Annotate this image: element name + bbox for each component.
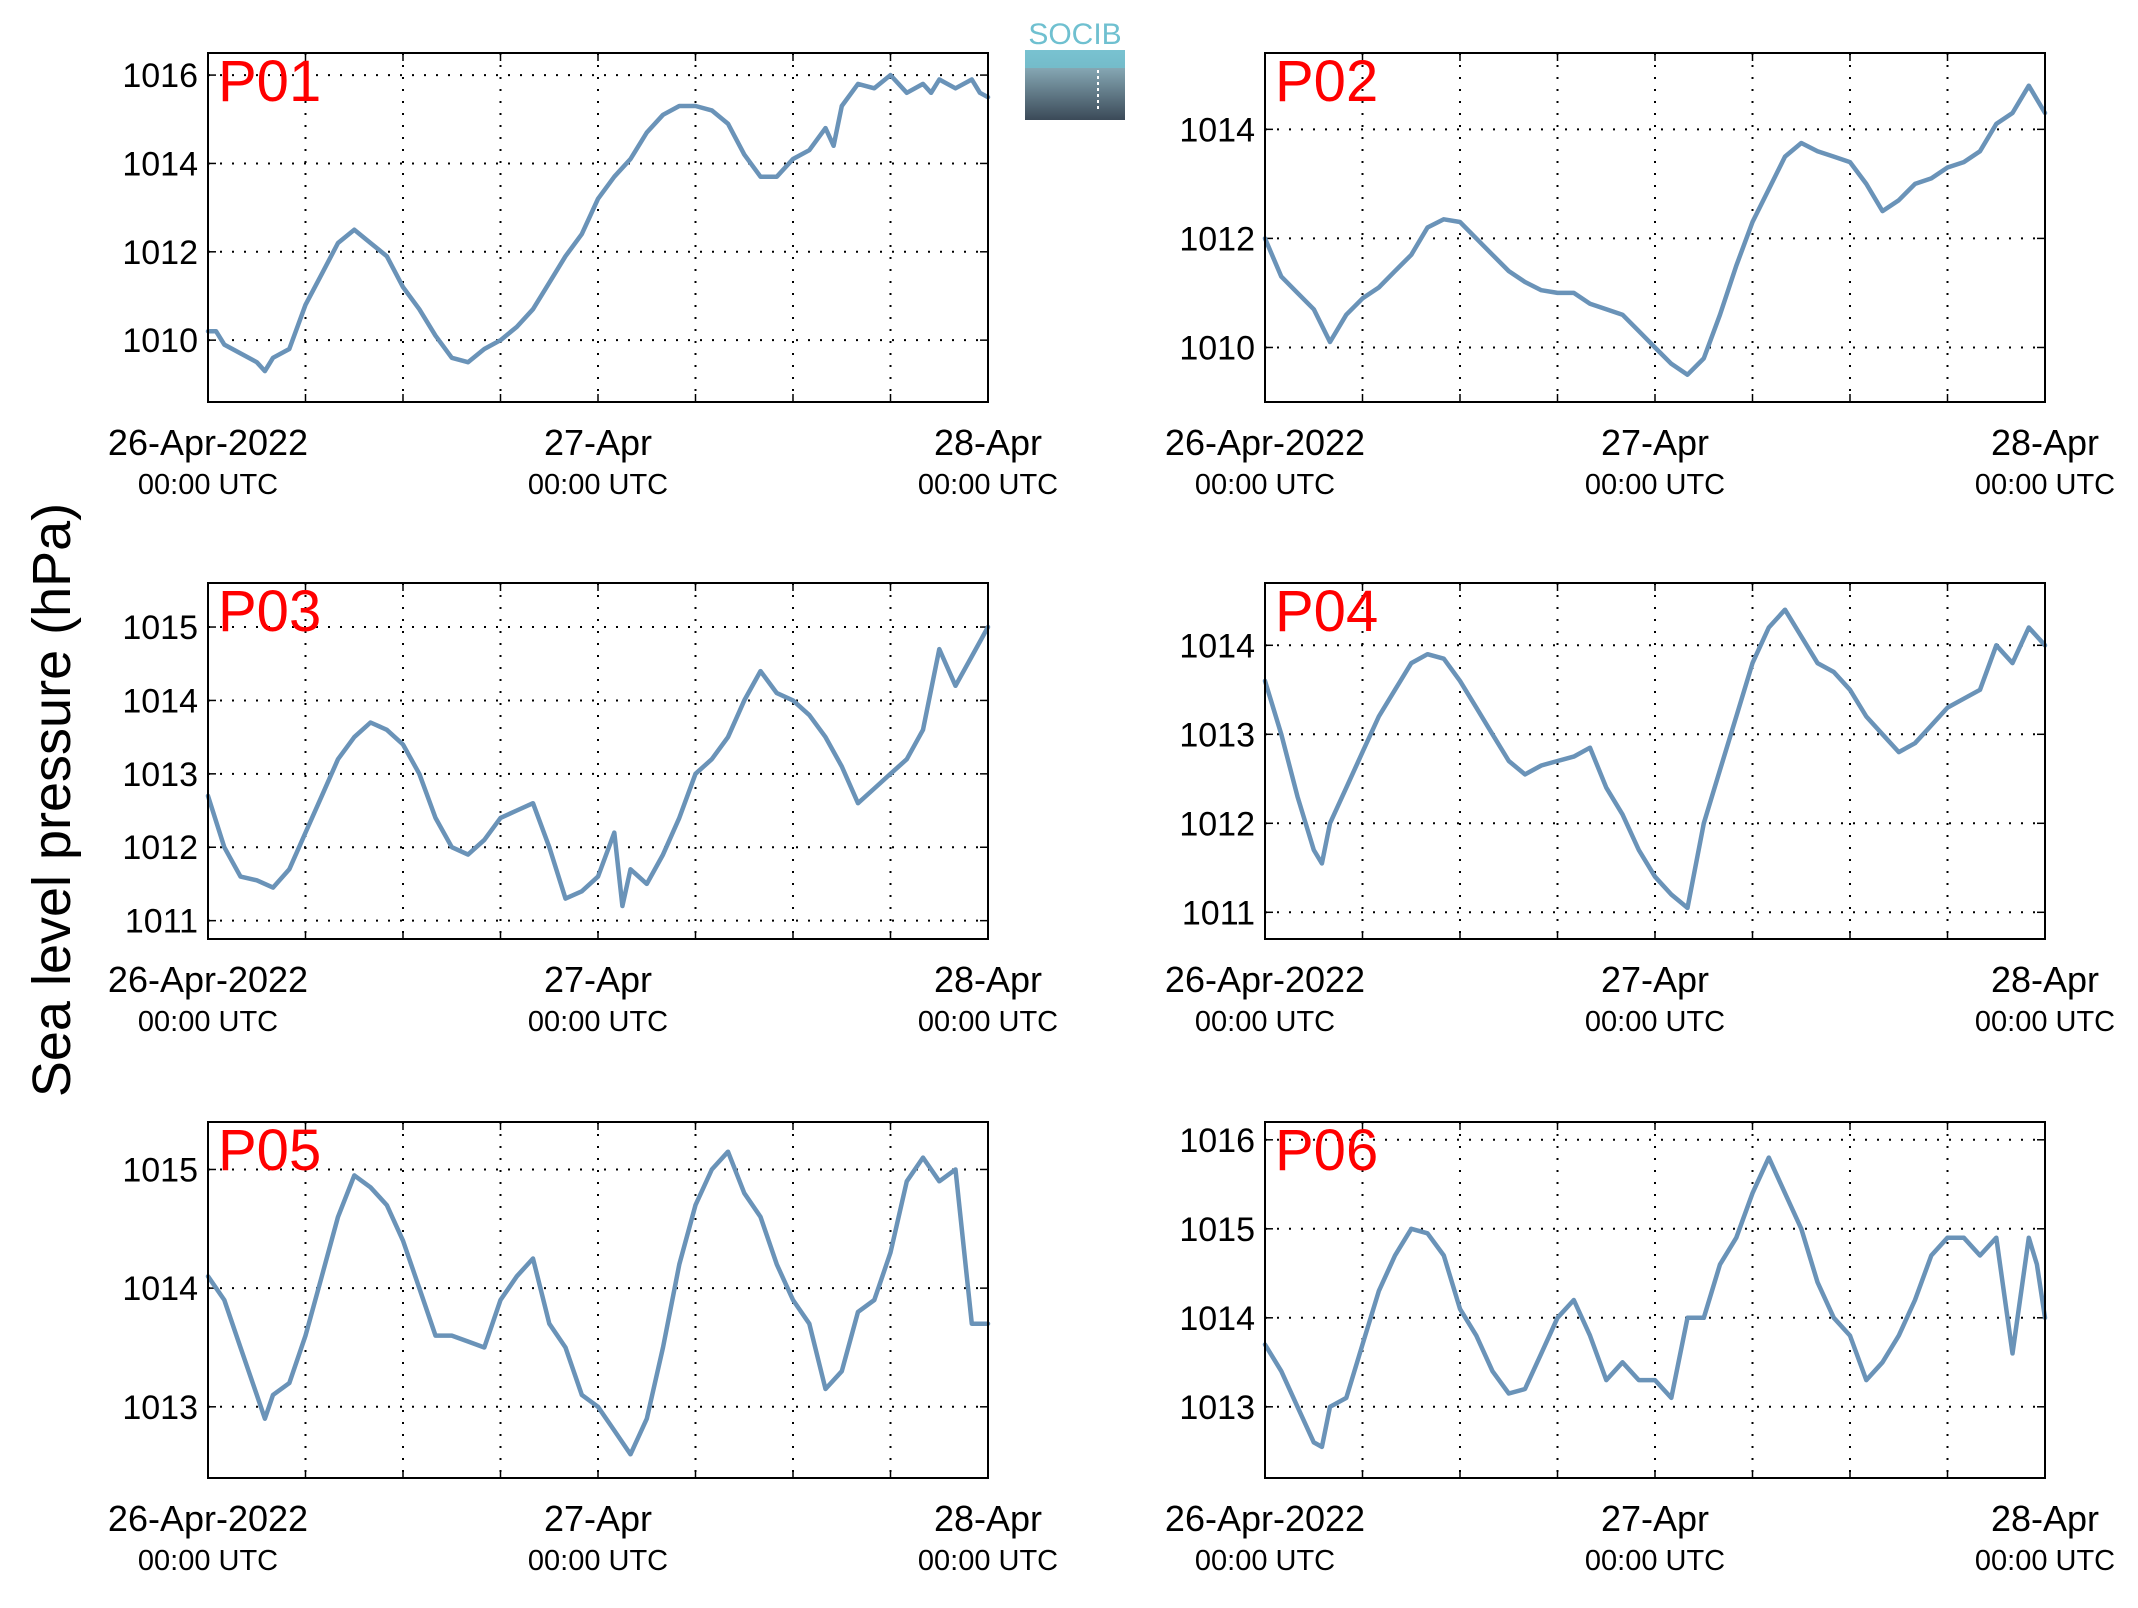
x-tick-label-time: 00:00 UTC [138, 1006, 278, 1038]
y-tick-label: 1015 [122, 609, 198, 647]
x-tick-label-date: 28-Apr [934, 1498, 1042, 1539]
x-tick-label-time: 00:00 UTC [528, 469, 668, 501]
axes-frame [1264, 52, 2046, 403]
x-tick-label-date: 28-Apr [1991, 422, 2099, 463]
axes-frame [207, 1121, 989, 1479]
axes-frame [207, 52, 989, 403]
panel-p06: 1013 1014 1015 1016 P06 26-Apr-2022 00:00 UTC 2… [1165, 1118, 2115, 1577]
y-tick-label: 1012 [1179, 805, 1255, 843]
x-tick-label-date: 26-Apr-2022 [1165, 1498, 1365, 1539]
x-tick-label-date: 26-Apr-2022 [1165, 959, 1365, 1000]
x-tick-label-date: 27-Apr [1601, 422, 1709, 463]
panel-label: P05 [218, 1118, 321, 1183]
panel-label: P04 [1275, 579, 1378, 644]
y-tick-label: 1014 [1179, 627, 1255, 665]
panel-p05: 1013 1014 1015 P05 26-Apr-2022 00:00 UTC 27-Ap… [108, 1118, 1058, 1577]
pressure-series-line [205, 624, 991, 909]
y-tick-label: 1016 [1179, 1122, 1255, 1160]
x-tick-label-time: 00:00 UTC [1195, 1006, 1335, 1038]
panel-label: P03 [218, 579, 321, 644]
x-tick-label-time: 00:00 UTC [1195, 1545, 1335, 1577]
x-tick-label-date: 26-Apr-2022 [108, 422, 308, 463]
x-tick-label-time: 00:00 UTC [1585, 1006, 1725, 1038]
axes-frame [1264, 1121, 2046, 1479]
y-tick-label: 1013 [1179, 716, 1255, 754]
x-tick-label-time: 00:00 UTC [918, 1545, 1058, 1577]
panel-p01: 1010 1012 1014 1016 P01 26-Apr-2022 00:00 UTC 2… [108, 49, 1058, 501]
x-tick-label-date: 27-Apr [544, 422, 652, 463]
y-tick-label: 1010 [122, 322, 198, 360]
y-tick-label: 1011 [1182, 894, 1255, 932]
y-tick-label: 1011 [125, 903, 198, 941]
y-tick-label: 1013 [1179, 1389, 1255, 1427]
x-tick-label-time: 00:00 UTC [1585, 1545, 1725, 1577]
x-tick-label-time: 00:00 UTC [1195, 469, 1335, 501]
panel-p03: 1011 1012 1013 1014 1015 P03 26-Apr-2022 00:00 … [108, 579, 1058, 1038]
x-tick-label-time: 00:00 UTC [1975, 1545, 2115, 1577]
y-tick-label: 1014 [122, 1270, 198, 1308]
panel-p02: 1010 1012 1014 P02 26-Apr-2022 00:00 UTC 27-Ap… [1165, 49, 2115, 501]
pressure-series-line [205, 1149, 991, 1457]
y-tick-label: 1015 [1179, 1211, 1255, 1249]
logo-text: SOCIB [1028, 18, 1121, 51]
socib-logo: SOCIB [1025, 18, 1125, 120]
x-tick-label-date: 26-Apr-2022 [108, 959, 308, 1000]
pressure-series-line [205, 72, 991, 374]
x-tick-label-date: 26-Apr-2022 [1165, 422, 1365, 463]
x-tick-label-time: 00:00 UTC [918, 469, 1058, 501]
y-tick-label: 1015 [122, 1151, 198, 1189]
y-tick-label: 1013 [122, 756, 198, 794]
x-tick-label-time: 00:00 UTC [528, 1006, 668, 1038]
x-tick-label-date: 28-Apr [934, 422, 1042, 463]
panel-label: P02 [1275, 49, 1378, 114]
axes-frame [207, 582, 989, 940]
x-tick-label-date: 28-Apr [1991, 959, 2099, 1000]
y-axis-label: Sea level pressure (hPa) [22, 503, 82, 1097]
x-tick-label-time: 00:00 UTC [138, 469, 278, 501]
y-tick-label: 1016 [122, 57, 198, 95]
panel-label: P06 [1275, 1118, 1378, 1183]
x-tick-label-date: 27-Apr [1601, 959, 1709, 1000]
y-tick-label: 1014 [1179, 111, 1255, 149]
x-tick-label-date: 27-Apr [544, 1498, 652, 1539]
x-tick-label-date: 28-Apr [934, 959, 1042, 1000]
pressure-series-line [1262, 607, 2048, 911]
y-tick-label: 1010 [1179, 329, 1255, 367]
panels-group: 1010 1012 1014 1016 P01 26-Apr-2022 00:00 UTC 2… [108, 49, 2115, 1577]
x-tick-label-date: 26-Apr-2022 [108, 1498, 308, 1539]
x-tick-label-time: 00:00 UTC [1585, 469, 1725, 501]
x-tick-label-date: 27-Apr [544, 959, 652, 1000]
x-tick-label-time: 00:00 UTC [138, 1545, 278, 1577]
x-tick-label-time: 00:00 UTC [1975, 1006, 2115, 1038]
x-tick-label-time: 00:00 UTC [528, 1545, 668, 1577]
y-tick-label: 1013 [122, 1389, 198, 1427]
logo-band [1025, 50, 1125, 68]
pressure-series-line [1262, 1155, 2048, 1450]
x-tick-label-date: 27-Apr [1601, 1498, 1709, 1539]
x-tick-label-time: 00:00 UTC [918, 1006, 1058, 1038]
y-tick-label: 1014 [1179, 1300, 1255, 1338]
pressure-series-line [1262, 83, 2048, 377]
y-tick-label: 1014 [122, 145, 198, 183]
x-tick-label-date: 28-Apr [1991, 1498, 2099, 1539]
panel-label: P01 [218, 49, 321, 114]
y-tick-label: 1012 [122, 829, 198, 867]
y-tick-label: 1012 [122, 234, 198, 272]
axes-frame [1264, 582, 2046, 940]
y-tick-label: 1012 [1179, 220, 1255, 258]
panel-p04: 1011 1012 1013 1014 P04 26-Apr-2022 00:00 UTC 2… [1165, 579, 2115, 1038]
x-tick-label-time: 00:00 UTC [1975, 469, 2115, 501]
y-tick-label: 1014 [122, 682, 198, 720]
